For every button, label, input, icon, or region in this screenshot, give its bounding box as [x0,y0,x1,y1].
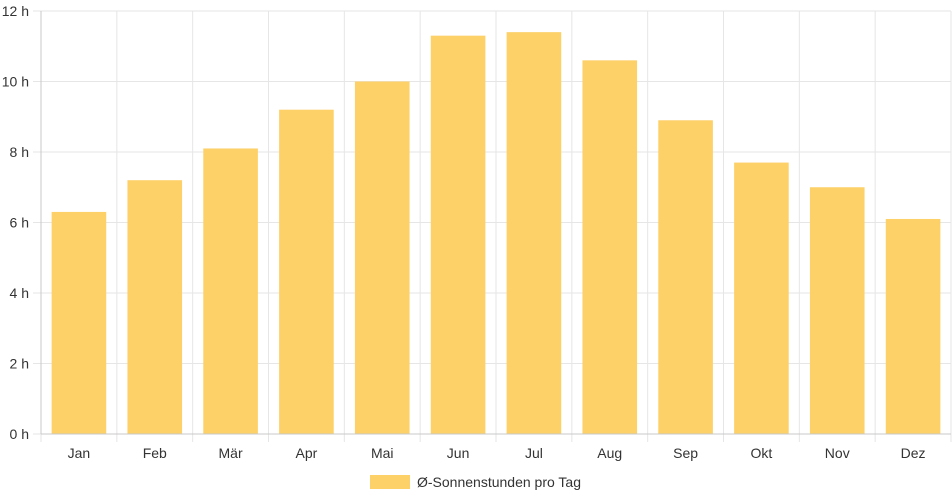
x-tick-label: Jun [447,445,470,461]
x-tick-label: Aug [597,445,622,461]
y-tick-label: 6 h [10,215,29,231]
bar-nov[interactable] [809,187,865,434]
axis-layer: 0 h 2 h 4 h 6 h 8 h 10 h 12 h Jan Feb Mär Apr Mai Ju… [2,3,951,461]
bar-jan[interactable] [51,211,107,434]
bar-okt[interactable] [734,162,789,434]
x-tick-label: Jul [525,445,543,461]
bars-layer [51,32,941,435]
y-tick-label: 12 h [2,3,29,19]
y-tick-label: 4 h [10,285,29,301]
x-tick-label: Dez [901,445,926,461]
bar-mai[interactable] [354,81,410,435]
x-tick-label: Okt [751,445,773,461]
bar-feb[interactable] [127,180,183,434]
x-tick-label: Sep [673,445,698,461]
legend-swatch[interactable] [370,475,410,489]
bar-apr[interactable] [279,109,334,434]
bar-jun[interactable] [430,35,486,435]
bar-sep[interactable] [658,120,713,435]
y-tick-label: 8 h [10,144,29,160]
bar-jul[interactable] [506,32,562,435]
bar-aug[interactable] [582,60,638,434]
y-tick-label: 2 h [10,356,29,372]
y-tick-label: 10 h [2,74,29,90]
grid-layer [33,10,952,442]
x-tick-label: Nov [825,445,850,461]
y-tick-label: 0 h [10,426,29,442]
legend-label[interactable]: Ø-Sonnenstunden pro Tag [417,474,581,490]
legend[interactable]: Ø-Sonnenstunden pro Tag [370,474,581,490]
x-tick-label: Mai [371,445,394,461]
x-tick-label: Feb [143,445,167,461]
x-tick-label: Jan [68,445,91,461]
x-tick-label: Apr [296,445,318,461]
bar-mär[interactable] [203,148,258,434]
x-tick-label: Mär [219,445,243,461]
bar-dez[interactable] [885,218,941,434]
